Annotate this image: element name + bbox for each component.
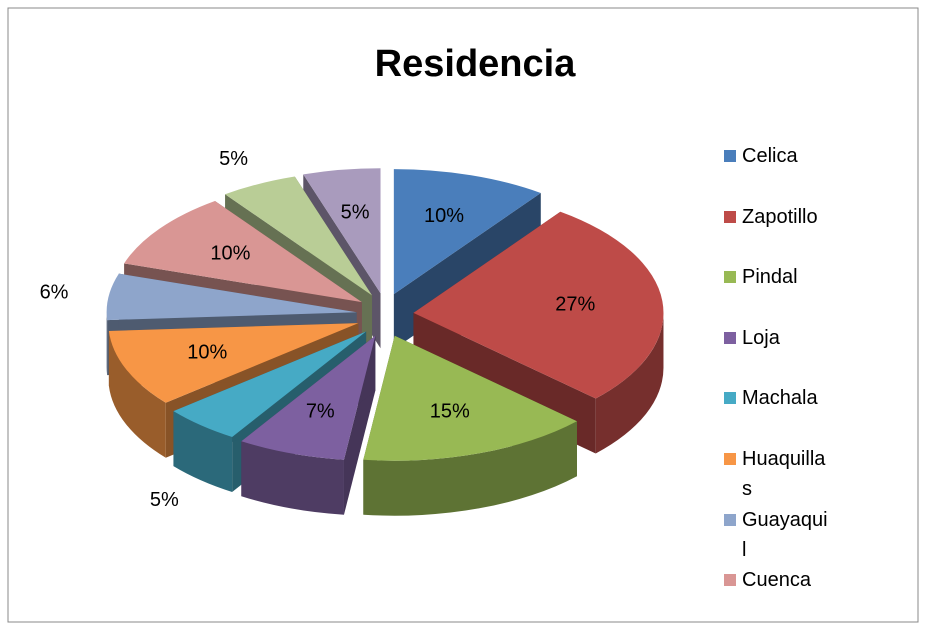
chart-title: Residencia <box>375 43 577 85</box>
legend-swatch <box>724 150 736 162</box>
slice-top <box>413 211 664 399</box>
slice-side <box>595 312 664 454</box>
legend-swatch <box>724 513 736 526</box>
legend-label: Machala <box>742 387 818 410</box>
data-label: 15% <box>430 400 470 422</box>
slice-top <box>124 200 362 303</box>
legend-item: Guayaquil <box>724 505 828 565</box>
legend-swatch <box>724 331 736 344</box>
slice-top <box>108 323 359 403</box>
legend-label: Guayaquil <box>742 508 828 561</box>
slice <box>241 335 376 515</box>
legend-label: Celica <box>742 145 798 167</box>
slice-top <box>393 169 541 295</box>
legend-item: Loja <box>724 323 828 353</box>
legend-item: Machala <box>724 383 828 413</box>
data-label: 5% <box>341 201 370 223</box>
data-label: 5% <box>219 148 248 170</box>
slice-top <box>303 168 381 294</box>
data-label: 7% <box>306 400 335 422</box>
legend-item: Huaquillas <box>724 444 828 504</box>
slice-top <box>173 331 367 438</box>
legend-label: Pindal <box>742 266 798 289</box>
slice-side <box>173 411 233 493</box>
legend-swatch <box>724 453 736 465</box>
slice <box>363 335 577 516</box>
legend-item: Cuenca <box>724 565 828 595</box>
data-label: 10% <box>187 341 227 363</box>
slice-side <box>108 330 166 458</box>
legend-label: Loja <box>742 326 780 349</box>
legend-item: Pindal <box>724 262 828 292</box>
slice-top <box>241 335 376 460</box>
data-label: 10% <box>424 205 464 227</box>
legend-swatch <box>724 271 736 284</box>
legend-swatch <box>724 392 736 405</box>
data-label: 6% <box>40 281 69 303</box>
legend-label: Zapotillo <box>742 205 818 228</box>
slice-side <box>363 421 577 516</box>
legend-swatch <box>724 574 736 587</box>
legend-item: Celica <box>724 141 828 171</box>
slice-top <box>106 273 357 321</box>
legend-label: Cuenca <box>742 569 811 592</box>
slice-top <box>225 176 373 296</box>
legend-swatch <box>724 210 736 223</box>
slice-side <box>241 441 344 515</box>
slice-top <box>363 335 577 461</box>
data-label: 27% <box>555 294 595 316</box>
data-label: 10% <box>210 243 250 265</box>
data-label: 5% <box>150 489 179 511</box>
legend-item: Zapotillo <box>724 202 828 232</box>
legend-label: Huaquillas <box>742 448 826 500</box>
